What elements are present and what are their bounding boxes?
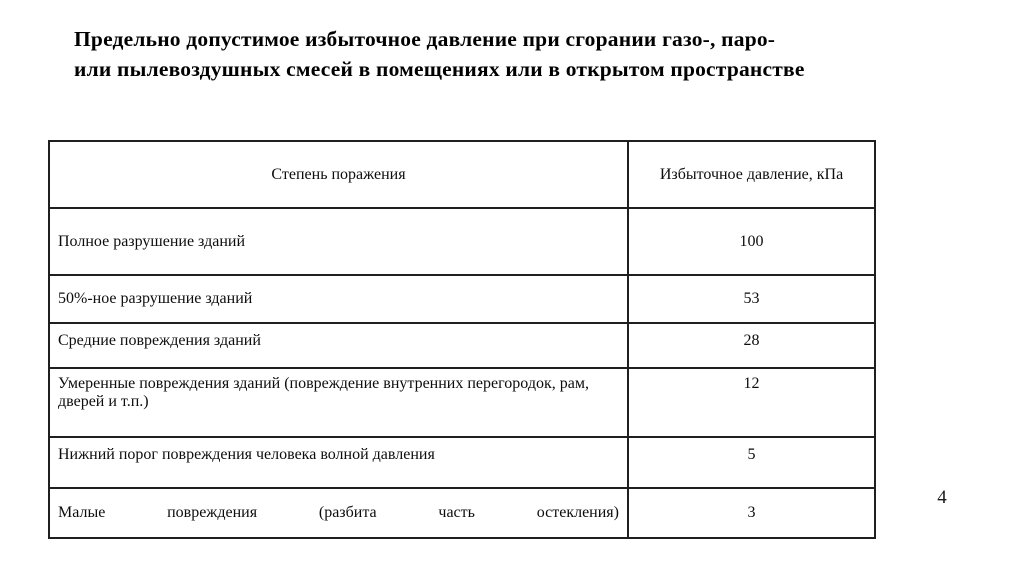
overpressure-value-cell: 12 <box>627 367 876 438</box>
overpressure-value-cell: 100 <box>627 207 876 276</box>
col-header-damage-degree: Степень поражения <box>48 140 629 209</box>
overpressure-table: Степень поражения Избыточное давление, к… <box>48 140 876 539</box>
damage-degree-cell: 50%-ное разрушение зданий <box>48 274 629 324</box>
damage-degree-cell: Нижний порог повреждения человека волной… <box>48 436 629 489</box>
table-row: Нижний порог повреждения человека волной… <box>48 436 876 489</box>
table-header-row: Степень поражения Избыточное давление, к… <box>48 140 876 209</box>
slide-title-line: Предельно допустимое избыточное давление… <box>74 27 776 51</box>
table-row: Полное разрушение зданий 100 <box>48 207 876 276</box>
table-row: Средние повреждения зданий 28 <box>48 322 876 369</box>
table-row: 50%-ное разрушение зданий 53 <box>48 274 876 324</box>
damage-degree-cell: Умеренные повреждения зданий (повреждени… <box>48 367 629 438</box>
damage-degree-cell: Малые повреждения (разбита часть остекле… <box>48 487 629 539</box>
damage-degree-cell: Средние повреждения зданий <box>48 322 629 369</box>
table-row: Малые повреждения (разбита часть остекле… <box>48 487 876 539</box>
overpressure-value-cell: 5 <box>627 436 876 489</box>
overpressure-value-cell: 28 <box>627 322 876 369</box>
table-row: Умеренные повреждения зданий (повреждени… <box>48 367 876 438</box>
slide-title-line: или пылевоздушных смесей в помещениях ил… <box>74 57 805 81</box>
overpressure-value-cell: 53 <box>627 274 876 324</box>
slide-title: Предельно допустимое избыточное давление… <box>74 24 805 84</box>
col-header-overpressure: Избыточное давление, кПа <box>627 140 876 209</box>
damage-degree-cell: Полное разрушение зданий <box>48 207 629 276</box>
overpressure-value-cell: 3 <box>627 487 876 539</box>
page-number: 4 <box>937 487 947 508</box>
